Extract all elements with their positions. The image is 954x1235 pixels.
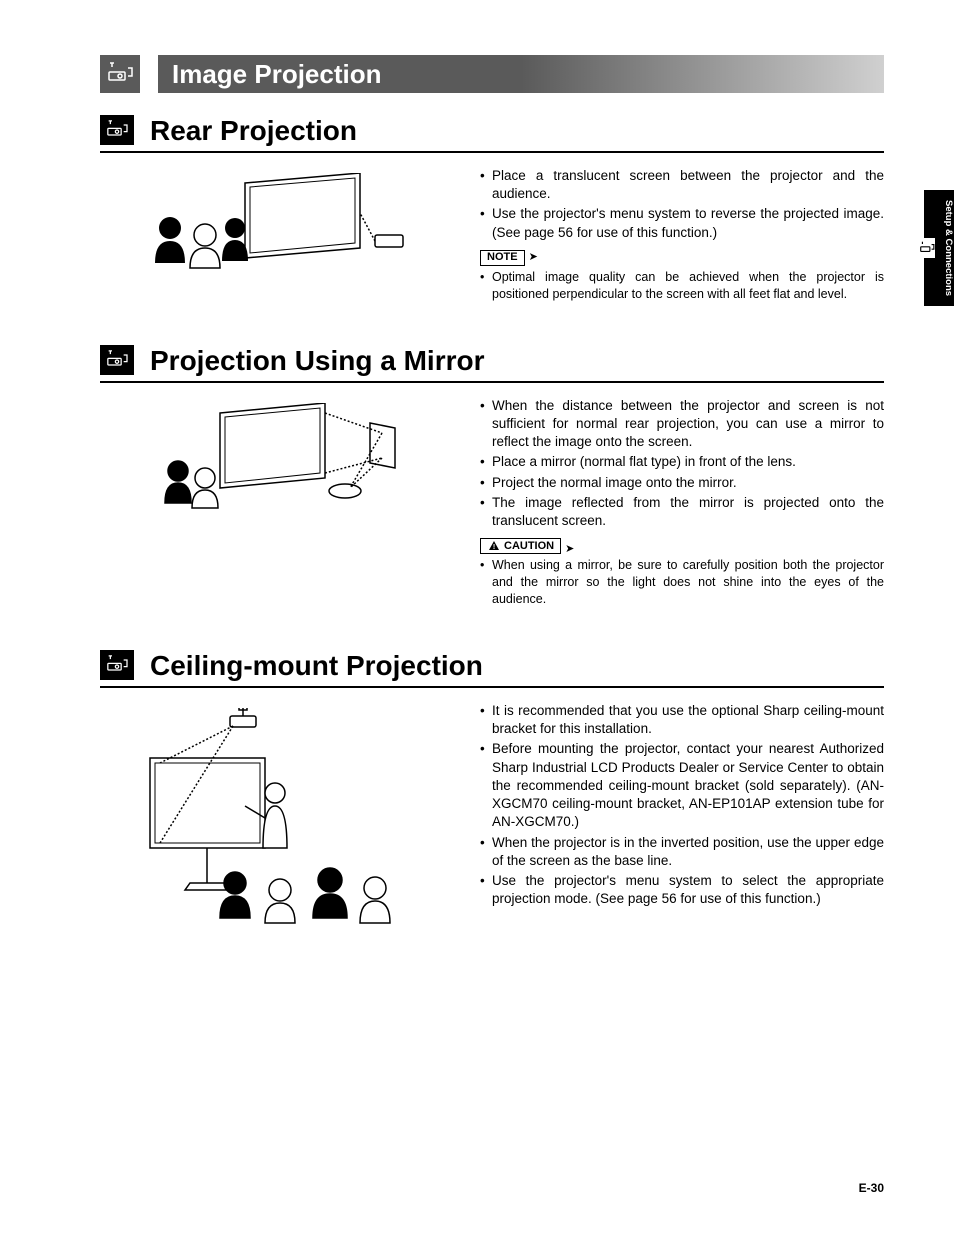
list-item: When using a mirror, be sure to carefull… [480,557,884,608]
note-list: Optimal image quality can be achieved wh… [480,269,884,303]
list-item: The image reflected from the mirror is p… [480,494,884,530]
caution-label: ! CAUTION [480,538,561,554]
list-item: When the projector is in the inverted po… [480,834,884,870]
mirror-projection-illustration [100,397,460,610]
section-title: Projection Using a Mirror [150,345,485,377]
list-item: Optimal image quality can be achieved wh… [480,269,884,303]
arrow-icon: ➤ [529,250,538,265]
bullet-list: When the distance between the projector … [480,397,884,531]
list-item: Use the projector's menu system to rever… [480,205,884,241]
section-title: Ceiling-mount Projection [150,650,483,682]
note-label: NOTE [480,250,525,266]
side-tab-label: Setup & Connections [943,200,954,296]
section-ceiling-projection: Ceiling-mount Projection [100,650,884,928]
projector-chapter-icon [100,55,140,93]
section-side-tab: Setup & Connections [924,190,954,306]
caution-list: When using a mirror, be sure to carefull… [480,557,884,608]
projector-section-icon [100,345,134,375]
bullet-list: It is recommended that you use the optio… [480,702,884,908]
section-mirror-projection: Projection Using a Mirror [100,345,884,610]
chapter-title: Image Projection [158,55,884,93]
svg-text:!: ! [493,544,495,551]
arrow-icon: ➤ [565,542,574,557]
ceiling-projection-illustration [100,702,460,928]
list-item: Before mounting the projector, contact y… [480,740,884,831]
section-title: Rear Projection [150,115,357,147]
list-item: Project the normal image onto the mirror… [480,474,884,492]
section-rear-projection: Rear Projection [100,115,884,305]
projector-section-icon [100,115,134,145]
projector-section-icon [100,650,134,680]
warning-triangle-icon: ! [487,539,501,553]
chapter-header: Image Projection [100,55,884,93]
list-item: When the distance between the projector … [480,397,884,452]
list-item: Use the projector's menu system to selec… [480,872,884,908]
rear-projection-illustration [100,167,460,305]
page-number: E-30 [859,1181,884,1195]
bullet-list: Place a translucent screen between the p… [480,167,884,242]
list-item: It is recommended that you use the optio… [480,702,884,738]
projector-tab-icon [919,238,935,258]
list-item: Place a translucent screen between the p… [480,167,884,203]
list-item: Place a mirror (normal flat type) in fro… [480,453,884,471]
